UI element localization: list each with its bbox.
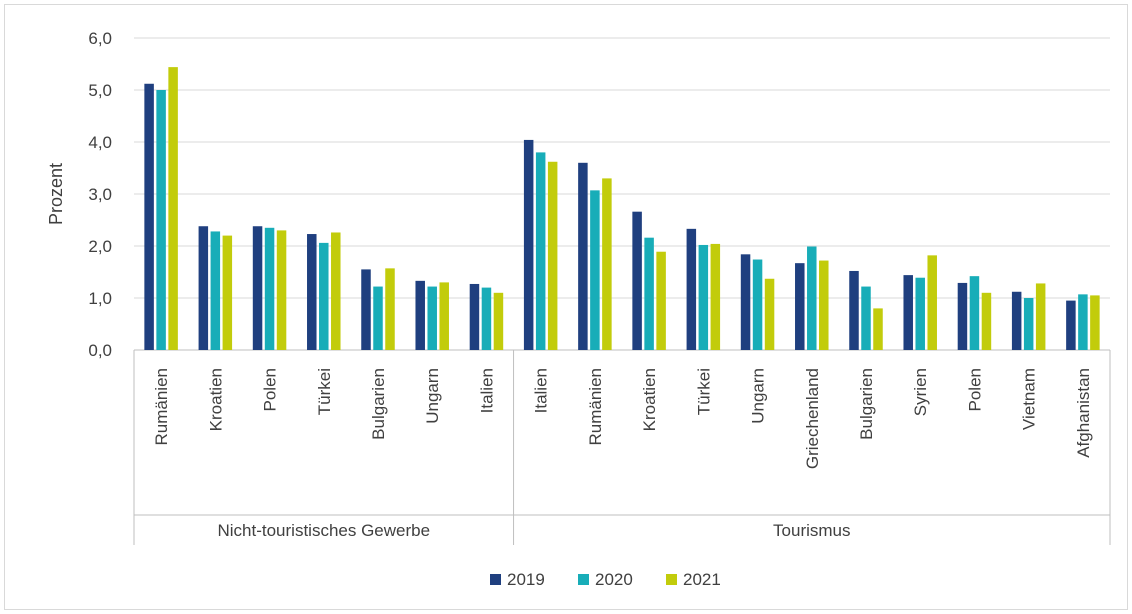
- bar: [1090, 295, 1100, 350]
- bar: [264, 227, 275, 350]
- y-tick-label: 5,0: [88, 81, 112, 100]
- bar: [415, 280, 425, 350]
- bar: [373, 286, 383, 350]
- bar: [535, 152, 546, 350]
- legend-label: 2019: [507, 570, 545, 589]
- x-tick-label: Ungarn: [423, 368, 442, 424]
- x-tick-label: Griechenland: [803, 368, 822, 469]
- bar: [307, 234, 317, 350]
- bar: [764, 278, 775, 350]
- bar: [198, 226, 209, 350]
- bar: [523, 139, 534, 350]
- x-tick-label: Afghanistan: [1074, 368, 1093, 458]
- bar: [361, 269, 371, 350]
- group-label: Nicht-touristisches Gewerbe: [217, 521, 430, 540]
- x-tick-label: Polen: [965, 368, 984, 411]
- bar: [686, 228, 697, 350]
- bar: [439, 282, 449, 350]
- bar: [752, 259, 763, 350]
- bar: [222, 235, 233, 350]
- bar: [969, 276, 980, 350]
- bar: [740, 254, 751, 350]
- x-tick-label: Bulgarien: [857, 368, 876, 440]
- y-tick-label: 2,0: [88, 237, 112, 256]
- x-tick-label: Ungarn: [749, 368, 768, 424]
- x-tick-label: Italien: [477, 368, 496, 413]
- bar: [590, 190, 600, 350]
- bar: [547, 161, 558, 350]
- bar: [1011, 291, 1022, 350]
- y-tick-label: 3,0: [88, 185, 112, 204]
- bar: [156, 90, 166, 350]
- bar: [957, 282, 968, 350]
- x-tick-label: Vietnam: [1020, 368, 1039, 430]
- bar: [578, 162, 588, 350]
- bar: [795, 263, 805, 350]
- legend-swatch: [666, 574, 677, 585]
- bar: [1023, 298, 1034, 350]
- bar: [915, 277, 925, 350]
- bar: [981, 292, 992, 350]
- bar: [698, 244, 709, 350]
- x-tick-label: Rumänien: [586, 368, 605, 446]
- bar: [1078, 294, 1088, 350]
- bar: [602, 178, 612, 350]
- x-tick-label: Kroatien: [206, 368, 225, 431]
- bar: [1035, 283, 1046, 350]
- bar: [481, 287, 492, 350]
- y-tick-label: 4,0: [88, 133, 112, 152]
- bar: [427, 286, 437, 350]
- y-tick-label: 0,0: [88, 341, 112, 360]
- bar: [144, 83, 154, 350]
- x-tick-label: Türkei: [315, 368, 334, 415]
- bar: [903, 275, 913, 350]
- x-tick-label: Polen: [261, 368, 280, 411]
- x-tick-label: Syrien: [911, 368, 930, 416]
- bar: [644, 237, 654, 350]
- bar: [710, 243, 721, 350]
- bar: [331, 232, 341, 350]
- x-tick-label: Kroatien: [640, 368, 659, 431]
- bar: [493, 292, 504, 350]
- legend-label: 2020: [595, 570, 633, 589]
- group-label: Tourismus: [773, 521, 850, 540]
- bar: [861, 286, 871, 350]
- bar: [656, 251, 666, 350]
- bar: [819, 260, 829, 350]
- bar: [210, 231, 221, 350]
- bar: [927, 255, 937, 350]
- chart-frame: [4, 4, 1128, 610]
- bar: [1066, 300, 1076, 350]
- bar: [807, 246, 817, 350]
- bar: [276, 230, 287, 350]
- bar: [252, 226, 263, 350]
- legend-swatch: [490, 574, 501, 585]
- bar: [385, 268, 395, 350]
- x-tick-label: Rumänien: [152, 368, 171, 446]
- y-tick-label: 1,0: [88, 289, 112, 308]
- bar: [168, 67, 178, 351]
- legend-swatch: [578, 574, 589, 585]
- y-tick-label: 6,0: [88, 29, 112, 48]
- bar: [873, 308, 883, 350]
- legend-label: 2021: [683, 570, 721, 589]
- bar: [849, 270, 859, 350]
- x-tick-label: Bulgarien: [369, 368, 388, 440]
- bar: [469, 283, 480, 350]
- x-tick-label: Türkei: [694, 368, 713, 415]
- y-axis-title: Prozent: [46, 163, 66, 225]
- x-tick-label: Italien: [532, 368, 551, 413]
- bar: [632, 211, 642, 350]
- bar: [319, 242, 329, 350]
